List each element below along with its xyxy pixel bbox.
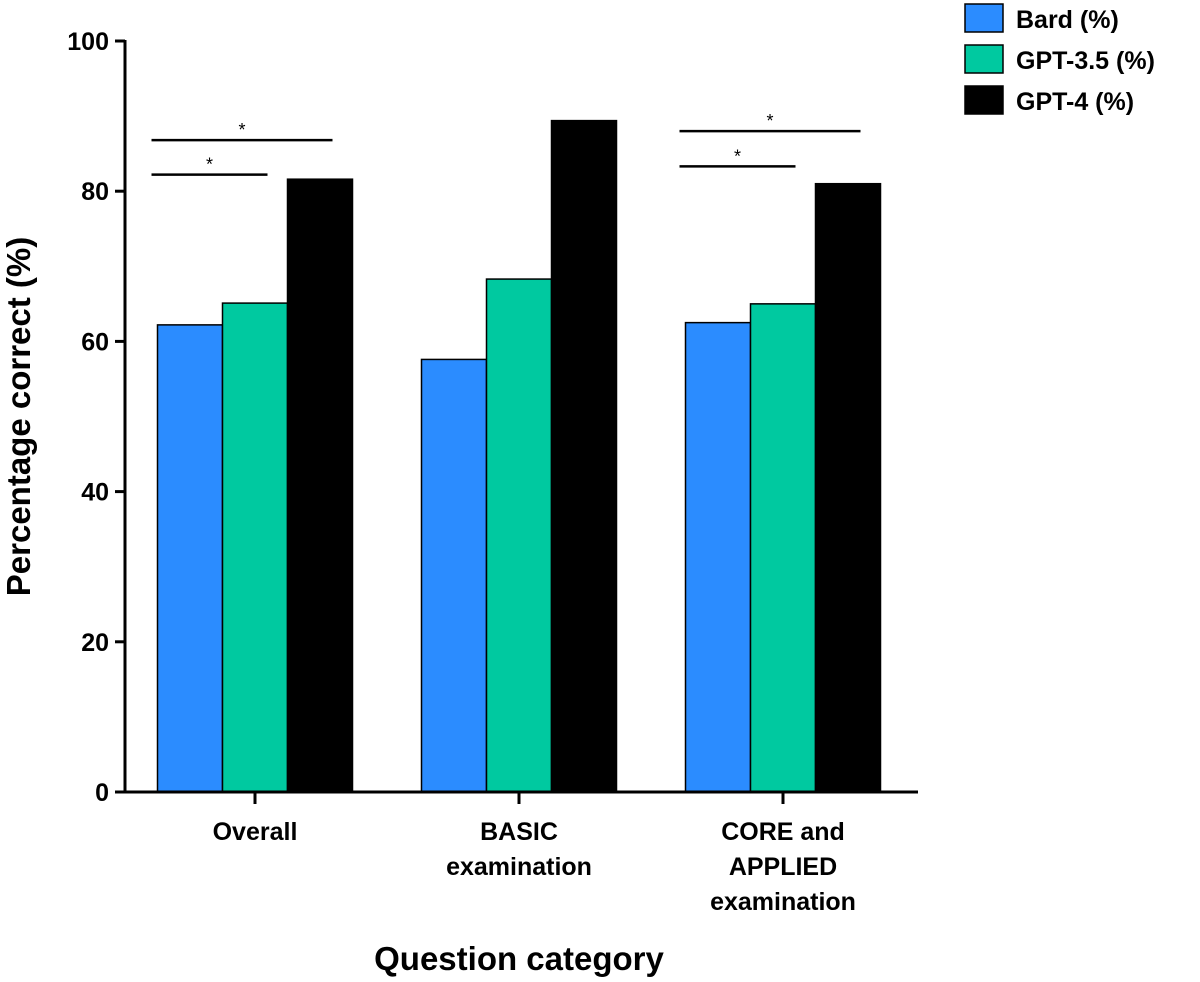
significance-marker: * [206,155,213,175]
y-tick-label: 60 [81,328,109,356]
bar [485,278,553,793]
y-tick-label: 40 [81,479,109,507]
bar [420,358,488,793]
x-tick-label: examination [710,888,856,916]
x-tick-label: examination [446,853,592,881]
significance-marker: * [734,146,741,166]
legend-swatch [964,44,1004,74]
axes-layer: 0 20 40 60 80 100 Overall BASIC examination CORE … [0,28,918,977]
bar [286,178,354,793]
bar [749,303,817,793]
x-tick-label: Overall [213,818,298,846]
significance-marker: * [766,111,773,131]
bar [684,321,752,793]
legend-swatch [964,3,1004,33]
significance-marker: * [238,120,245,140]
bar [221,302,289,793]
bar [550,119,618,793]
bar [814,182,882,793]
legend-label: Bard (%) [1016,6,1119,34]
y-axis-title: Percentage correct (%) [0,237,37,596]
y-tick-label: 100 [67,28,109,56]
legend-label: GPT-3.5 (%) [1016,47,1155,75]
y-tick-label: 20 [81,629,109,657]
y-tick-label: 80 [81,178,109,206]
x-tick-label: CORE and [721,818,845,846]
significance-layer: * * * * [151,111,861,176]
bar [156,324,224,793]
legend-swatch [964,85,1004,115]
bars-layer [156,119,882,793]
x-tick-label: APPLIED [729,853,837,881]
x-tick-label: BASIC [480,818,558,846]
y-tick-label: 0 [95,779,109,807]
legend-label: GPT-4 (%) [1016,88,1134,116]
legend: Bard (%) GPT-3.5 (%) GPT-4 (%) [964,3,1155,116]
x-axis-title: Question category [374,940,664,977]
